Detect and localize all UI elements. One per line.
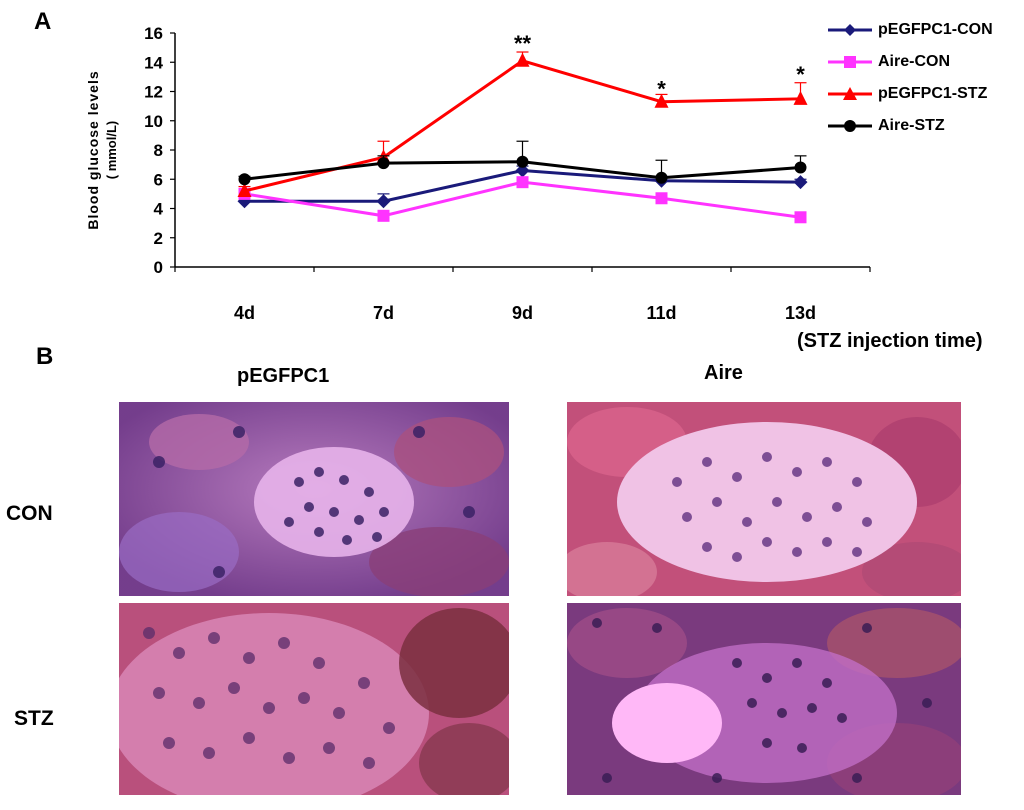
- y-tick-label: 14: [144, 53, 163, 72]
- y-tick-label: 2: [154, 229, 163, 248]
- chart-series: [237, 51, 808, 224]
- row-label-con: CON: [6, 502, 53, 525]
- row-label-stz: STZ: [14, 707, 54, 730]
- legend-item: Aire-STZ: [828, 110, 993, 142]
- y-tick-label: 10: [144, 112, 163, 131]
- data-point: [515, 52, 530, 67]
- significance-marker: *: [657, 77, 666, 102]
- x-tick-label: 7d: [373, 303, 394, 323]
- y-tick-label: 4: [154, 200, 164, 219]
- column-label-aire: Aire: [704, 362, 743, 384]
- micrograph-pegfpc1-con: [119, 402, 509, 596]
- column-label-pegfpc1: pEGFPC1: [237, 365, 330, 387]
- legend-label: Aire-CON: [878, 53, 951, 70]
- series-Aire-CON: [238, 176, 807, 224]
- data-point: [793, 90, 808, 105]
- data-point: [654, 93, 669, 108]
- data-point: [377, 157, 390, 170]
- y-tick-label: 16: [144, 24, 163, 43]
- data-point: [516, 155, 529, 168]
- data-point: [794, 211, 807, 224]
- data-point: [237, 182, 252, 197]
- data-point: [655, 171, 668, 184]
- micrograph-aire-stz: [567, 603, 961, 795]
- x-tick-label: 4d: [234, 303, 255, 323]
- legend-item: Aire-CON: [828, 46, 993, 78]
- legend-item: pEGFPC1-CON: [828, 14, 993, 46]
- chart-annotations: ****: [514, 31, 805, 101]
- data-point: [238, 173, 251, 186]
- y-axis-unit: ( mmol/L): [104, 121, 119, 180]
- micrograph-pegfpc1-stz: [119, 603, 509, 795]
- y-tick-label: 0: [154, 258, 163, 277]
- legend-label: Aire-STZ: [878, 117, 945, 134]
- data-point: [377, 209, 390, 222]
- y-tick-label: 12: [144, 83, 163, 102]
- legend-marker-square: [828, 56, 872, 68]
- chart-axes: 0 2 4 6 8 10 12 14 16 4d 7d 9d 11d 13d: [144, 24, 871, 323]
- chart-legend: pEGFPC1-CON Aire-CON pEGFPC1-STZ Aire-ST…: [828, 14, 993, 142]
- significance-marker: **: [514, 31, 532, 56]
- micrograph-aire-con: [567, 402, 961, 596]
- data-point: [794, 161, 807, 174]
- data-point: [793, 175, 808, 190]
- legend-label: pEGFPC1-STZ: [878, 85, 988, 102]
- data-point: [376, 194, 391, 209]
- x-axis-title: (STZ injection time): [797, 330, 983, 352]
- significance-marker: *: [796, 62, 805, 87]
- x-tick-label: 13d: [785, 303, 816, 323]
- x-tick-label: 9d: [512, 303, 533, 323]
- legend-marker-diamond: [828, 24, 872, 36]
- y-axis-label: Blood glucose levels: [85, 70, 101, 229]
- legend-item: pEGFPC1-STZ: [828, 78, 993, 110]
- y-tick-label: 6: [154, 170, 163, 189]
- legend-marker-triangle: [828, 87, 872, 100]
- legend-marker-circle: [828, 120, 872, 132]
- data-point: [655, 192, 668, 205]
- y-tick-label: 8: [154, 141, 163, 160]
- panel-a-label: A: [34, 8, 52, 35]
- data-point: [516, 176, 529, 189]
- series-Aire-STZ: [238, 140, 807, 186]
- legend-label: pEGFPC1-CON: [878, 21, 993, 38]
- panel-b-label: B: [36, 343, 54, 370]
- data-point: [515, 163, 530, 178]
- x-tick-label: 11d: [646, 303, 676, 323]
